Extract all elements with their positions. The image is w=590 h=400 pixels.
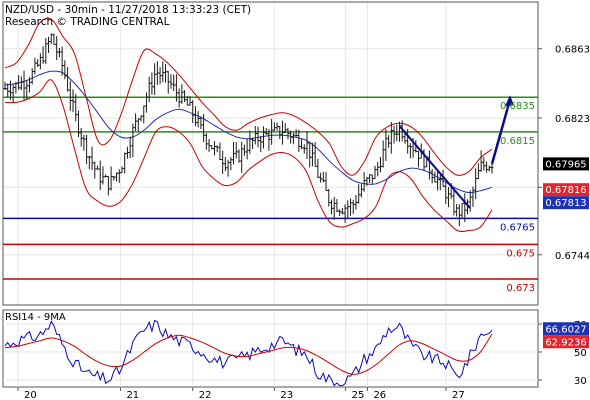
level-labels: 0.6835 0.6815 0.6765 0.675 0.673 — [500, 101, 535, 294]
price-tick-label: 0.6863 — [555, 45, 590, 56]
price-tick-label: 0.6744 — [555, 251, 590, 262]
date-axis: 20 21 22 23 25 26 27 — [17, 387, 465, 400]
price-tag-box — [543, 183, 589, 197]
forecast-arrow-head — [505, 95, 514, 107]
rsi-lines — [4, 319, 493, 387]
date-tick-label: 25 — [352, 390, 365, 400]
chart-title: NZD/USD - 30min - 11/27/2018 13:33:23 (C… — [5, 4, 251, 16]
moving-average-line — [4, 70, 493, 194]
date-tick-label: 23 — [280, 390, 293, 400]
rsi-title: RSI14 - 9MA — [5, 312, 66, 323]
rsi-tag-box — [543, 322, 589, 336]
rsi-tag-label: 62.9236 — [545, 337, 586, 348]
date-tick-label: 21 — [126, 390, 139, 400]
level-label: 0.6815 — [500, 136, 535, 147]
date-tick-label: 22 — [199, 390, 212, 400]
level-label: 0.6765 — [500, 222, 535, 233]
price-tick-label: 0.6823 — [555, 114, 590, 125]
chart-subtitle: Research © TRADING CENTRAL — [5, 16, 170, 28]
forecast-arrow-shaft — [490, 102, 511, 165]
rsi-tag-box — [543, 335, 589, 349]
bearish-trendline — [399, 126, 471, 209]
forecast-arrow — [490, 95, 514, 165]
date-tick-label: 27 — [452, 390, 465, 400]
bollinger-lower — [4, 79, 493, 232]
price-bars — [3, 33, 494, 227]
level-label: 0.673 — [506, 283, 535, 294]
rsi-tick-label: 50 — [574, 348, 587, 359]
date-tick-label: 20 — [24, 390, 37, 400]
rsi-tick-label: 30 — [574, 376, 587, 387]
level-label: 0.675 — [506, 248, 535, 259]
price-tag-label: 0.67965 — [545, 159, 586, 170]
rsi-tags: 66.6027 62.9236 — [543, 322, 589, 349]
price-tags: 0.67965 0.67816 0.67813 — [543, 157, 589, 210]
level-label: 0.6835 — [500, 101, 535, 112]
price-tag-label: 0.67813 — [545, 198, 586, 209]
date-tick-label: 26 — [373, 390, 386, 400]
rsi-ma-line — [4, 333, 493, 375]
levels — [3, 96, 538, 280]
moving-average — [4, 70, 493, 194]
price-tag-label: 0.67816 — [545, 185, 586, 196]
price-tag-box — [543, 196, 589, 210]
price-tag-box — [543, 157, 589, 171]
trendline — [399, 126, 471, 209]
rsi-tag-label: 66.6027 — [545, 324, 586, 335]
